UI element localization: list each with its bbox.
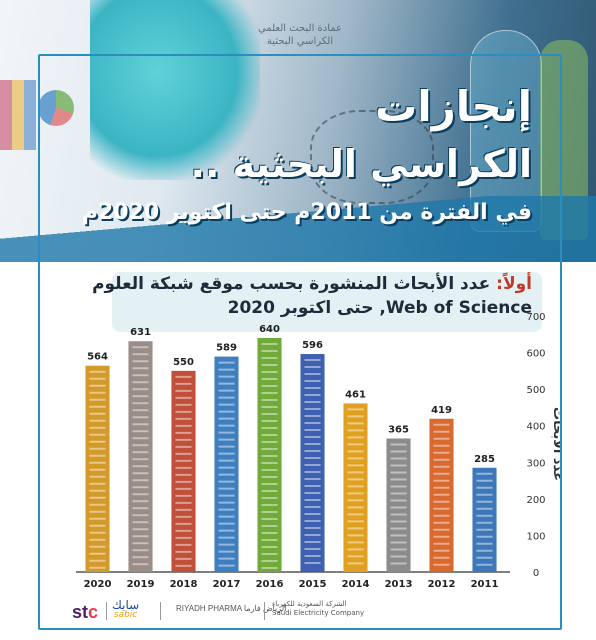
blue-ribbon (0, 196, 596, 262)
bar-value-label: 419 (431, 405, 452, 416)
chart-heading-line-1: أولاً: عدد الأبحاث المنشورة بحسب موقع شب… (92, 272, 532, 296)
x-tick-label: 2019 (127, 579, 155, 590)
y-tick-label: 300 (526, 458, 545, 469)
bar (85, 365, 110, 572)
bar-value-label: 564 (87, 352, 108, 363)
sponsor-divider (264, 602, 265, 620)
sponsor-divider (160, 602, 161, 620)
x-tick-label: 2017 (213, 579, 241, 590)
bar (128, 341, 153, 572)
bar (257, 337, 282, 572)
y-tick-label: 500 (526, 385, 545, 396)
header-banner-image (0, 0, 596, 262)
x-tick-label: 2016 (256, 579, 284, 590)
chart-heading-lead: أولاً: (496, 274, 532, 294)
sabic-logo-ar: سابك (112, 598, 140, 612)
bar-value-label: 365 (388, 425, 409, 436)
bar-value-label: 640 (259, 324, 280, 335)
sponsor-divider (106, 602, 107, 620)
page-title-line-2: الكراسي البحثية .. (190, 142, 532, 186)
content-frame (38, 54, 562, 630)
x-tick-label: 2011 (471, 579, 499, 590)
sabic-logo-en: sabic (113, 610, 138, 620)
stc-logo: stc (72, 602, 98, 623)
x-tick-label: 2020 (84, 579, 112, 590)
bar (472, 467, 497, 572)
bar-value-label: 589 (216, 343, 237, 354)
y-tick-label: 600 (526, 349, 545, 360)
stc-logo-prefix: st (72, 602, 89, 622)
deanship-line-1: عمادة البحث العلمي (257, 23, 343, 34)
decorative-pie-image (38, 90, 74, 126)
bar-value-label: 596 (302, 340, 323, 351)
bar-value-label: 550 (173, 357, 194, 368)
deanship-line-2: الكراسي البحثية (266, 36, 334, 47)
x-tick-label: 2018 (170, 579, 198, 590)
y-tick-label: 400 (526, 422, 545, 433)
chart-heading-text-1: عدد الأبحاث المنشورة بحسب موقع شبكة العل… (92, 274, 497, 294)
y-tick-label: 200 (526, 495, 545, 506)
bar (343, 403, 368, 572)
x-tick-label: 2014 (342, 579, 370, 590)
sabic-logo: سابك sabic (112, 598, 140, 620)
riyadh-pharma-logo: RIYADH PHARMA الرياض فارما (176, 604, 286, 613)
y-tick-label: 700 (526, 312, 545, 323)
x-tick-label: 2012 (428, 579, 456, 590)
page-subtitle-period: في الفترة من 2011م حتى اكتوبر 2020م (81, 200, 532, 225)
x-tick-label: 2015 (299, 579, 327, 590)
bar (171, 370, 196, 572)
y-axis-title: عدد الأبحاث (550, 407, 560, 481)
bar-value-label: 285 (474, 454, 495, 465)
page-title-line-1: إنجازات (375, 82, 532, 131)
x-tick-label: 2013 (385, 579, 413, 590)
stc-logo-suffix: c (88, 602, 99, 622)
y-tick-label: 100 (526, 531, 545, 542)
y-tick-label: 0 (533, 568, 539, 579)
saudi-electricity-logo: الشركة السعودية للكهرباء Saudi Electrici… (272, 600, 364, 618)
chart-heading-line-2: Web of Science, حتى اكتوبر 2020 (227, 298, 532, 318)
riyadh-pharma-en: RIYADH PHARMA (176, 604, 242, 613)
bar (386, 438, 411, 572)
sec-logo-en: Saudi Electricity Company (272, 609, 365, 617)
riyadh-pharma-ar: الرياض فارما (243, 604, 287, 613)
bar-chart: 0 100 200 300 400 500 600 700 عدد الأبحاث 564 2020… (76, 312, 560, 590)
bar-value-label: 631 (130, 327, 151, 338)
sec-logo-ar: الشركة السعودية للكهرباء (272, 600, 347, 608)
gloved-hand-image (90, 0, 260, 180)
bar (300, 354, 325, 572)
bar (429, 418, 454, 572)
bar (214, 356, 239, 572)
deanship-label: عمادة البحث العلمي الكراسي البحثية (230, 22, 370, 48)
bar-value-label: 461 (345, 389, 366, 400)
